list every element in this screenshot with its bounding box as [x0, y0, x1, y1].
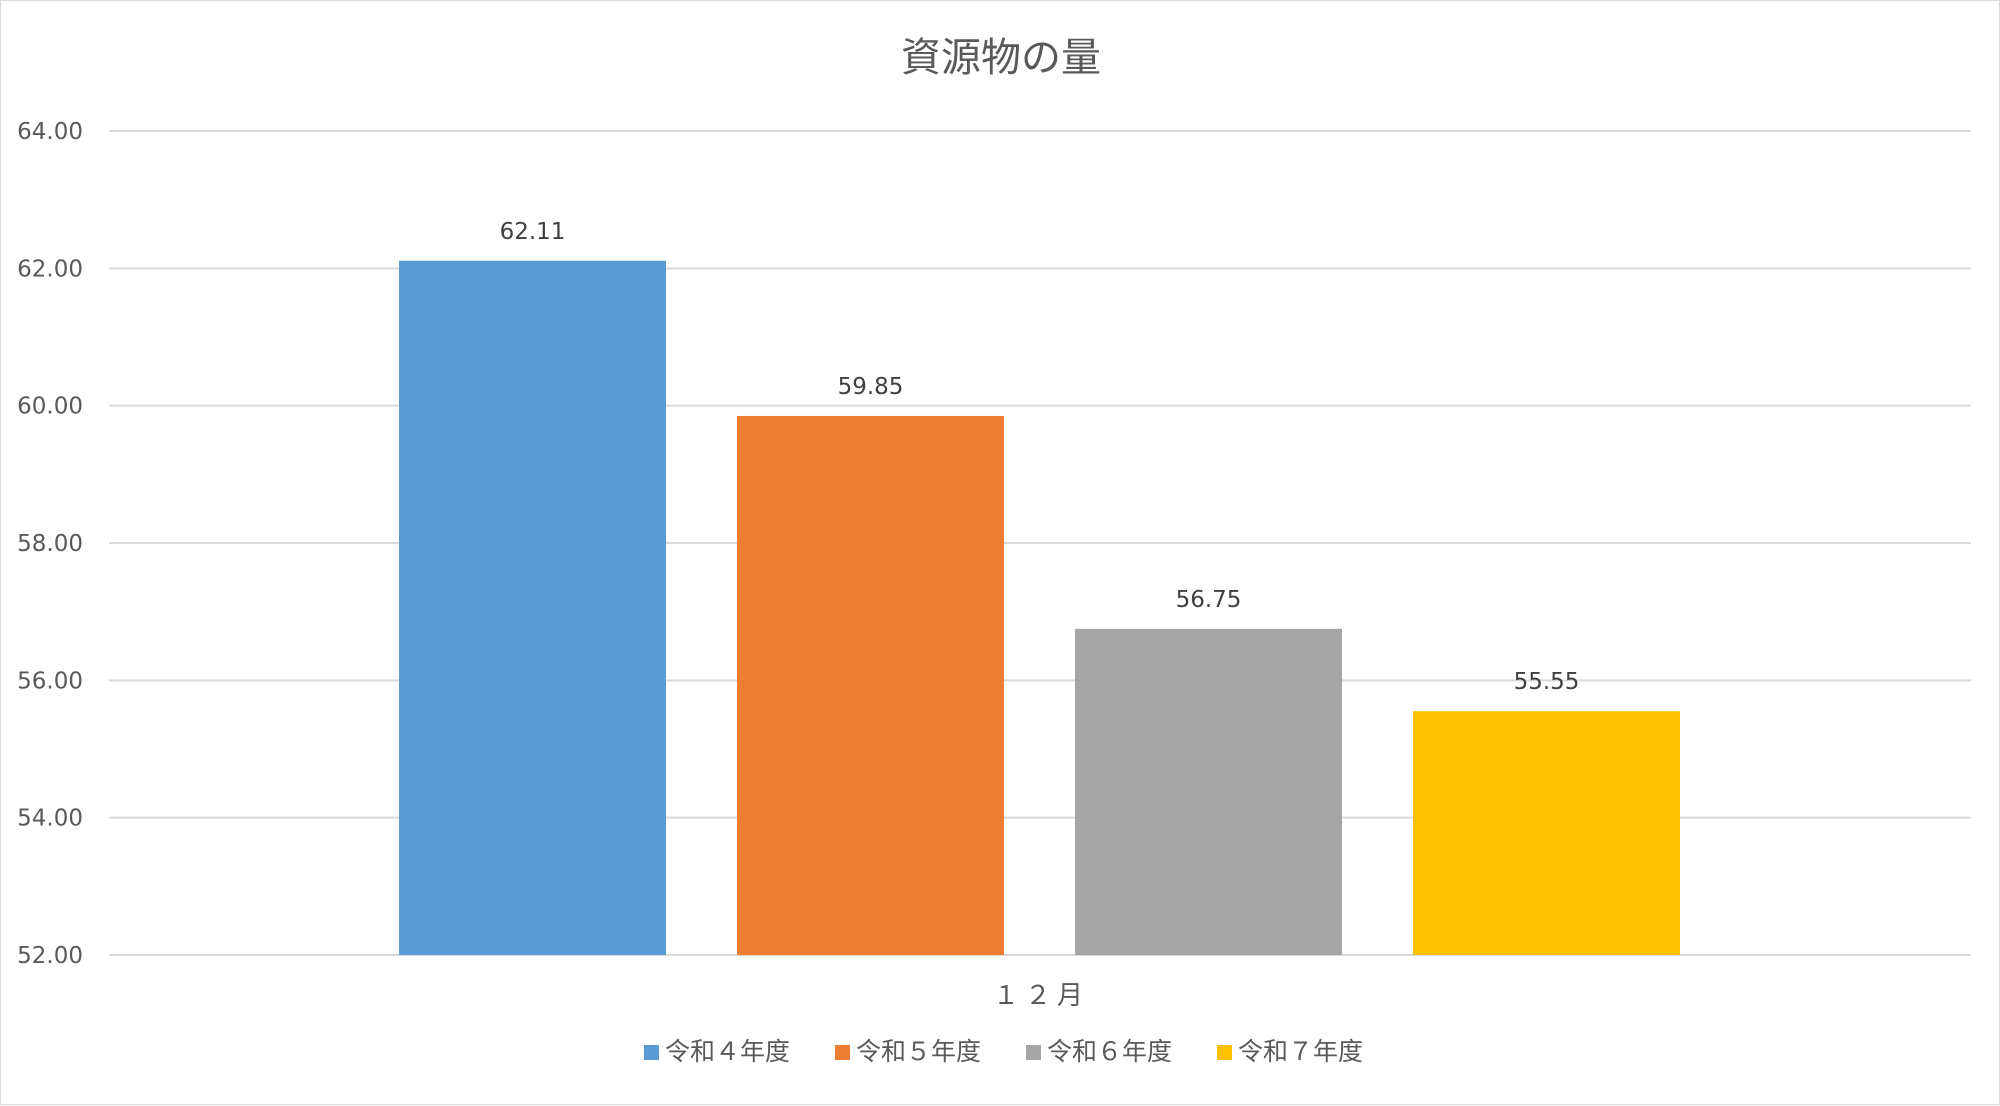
bar-3 [1075, 628, 1342, 955]
y-tick-label: 60.00 [17, 394, 83, 420]
y-tick-label: 52.00 [17, 943, 83, 969]
legend-item-label: 令和４年度 [665, 1037, 790, 1066]
legend-swatch [1217, 1045, 1232, 1060]
legend-item-label: 令和７年度 [1238, 1037, 1363, 1066]
data-labels: 62.11 59.85 56.75 55.55 [500, 219, 1580, 695]
bar-4 [1413, 711, 1680, 955]
y-axis-ticks: 52.00 54.00 56.00 58.00 60.00 62.00 64.00 [17, 119, 83, 969]
legend: 令和４年度 令和５年度 令和６年度 令和７年度 [644, 1037, 1363, 1066]
x-axis-categories: １２月 [993, 981, 1089, 1011]
bars [399, 260, 1680, 955]
data-label: 62.11 [500, 219, 566, 245]
bar-1 [399, 260, 666, 955]
y-tick-label: 62.00 [17, 256, 83, 282]
legend-item-label: 令和６年度 [1047, 1037, 1172, 1066]
data-label: 59.85 [838, 374, 904, 400]
y-tick-label: 56.00 [17, 668, 83, 694]
x-category-label: １２月 [993, 981, 1089, 1011]
chart-title: 資源物の量 [901, 35, 1101, 81]
legend-item-label: 令和５年度 [856, 1037, 981, 1066]
y-tick-label: 64.00 [17, 119, 83, 145]
data-label: 55.55 [1514, 669, 1580, 695]
data-label: 56.75 [1176, 587, 1242, 613]
y-tick-label: 54.00 [17, 806, 83, 832]
legend-swatch [835, 1045, 850, 1060]
y-tick-label: 58.00 [17, 531, 83, 557]
legend-swatch [1026, 1045, 1041, 1060]
bar-2 [737, 415, 1004, 955]
gridlines [109, 130, 1971, 956]
legend-swatch [644, 1045, 659, 1060]
